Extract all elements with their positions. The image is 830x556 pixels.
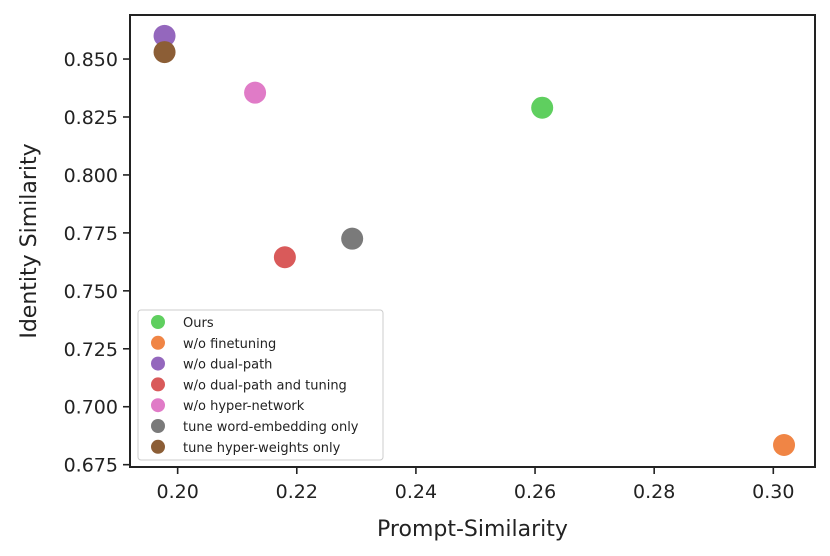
data-point [153,41,176,64]
y-tick-label: 0.725 [64,339,118,361]
legend-marker [151,356,165,371]
data-point [244,81,267,104]
x-tick-label: 0.20 [156,481,198,503]
plot-frame [129,14,816,468]
legend-marker [151,335,165,350]
y-tick-label: 0.700 [64,397,118,419]
data-points [153,24,796,456]
axes: 0.20 0.22 0.24 0.26 0.28 0.30 0.675 0.700 0.725 0… [64,14,816,503]
legend: Ours w/o finetuning w/o dual-path w/o dual-… [137,309,384,461]
legend-marker [151,377,165,392]
y-tick-label: 0.750 [64,281,118,303]
data-point [773,433,796,456]
data-point [341,227,364,250]
legend-label: w/o dual-path and tuning [183,378,347,393]
y-tick-label: 0.675 [64,455,118,477]
x-tick-label: 0.30 [752,481,794,503]
data-point [531,96,554,119]
legend-label: w/o dual-path [183,358,272,373]
x-tick-label: 0.26 [514,481,556,503]
y-tick-label: 0.825 [64,107,118,129]
legend-label: Ours [183,316,214,331]
legend-box [137,309,384,461]
legend-label: w/o hyper-network [183,399,305,414]
y-tick-label: 0.800 [64,165,118,187]
legend-marker [151,315,165,329]
y-tick-label: 0.850 [64,49,118,71]
data-point [273,246,296,269]
x-tick-label: 0.22 [276,481,318,503]
legend-marker [151,419,165,433]
x-axis-label: Prompt-Similarity [377,517,568,542]
legend-marker [151,439,165,454]
x-tick-label: 0.28 [633,481,675,503]
y-tick-label: 0.775 [64,223,118,245]
legend-label: tune word-embedding only [183,420,359,435]
legend-label: w/o finetuning [183,337,276,352]
x-tick-label: 0.24 [395,481,437,503]
legend-marker [151,398,165,413]
legend-label: tune hyper-weights only [183,441,341,456]
data-point [153,24,176,47]
y-axis-label: Identity Similarity [17,143,42,338]
